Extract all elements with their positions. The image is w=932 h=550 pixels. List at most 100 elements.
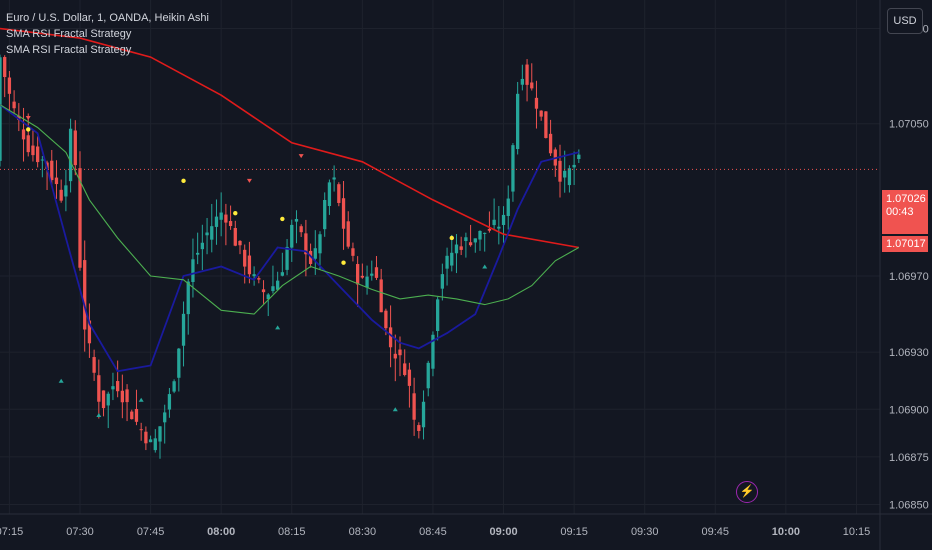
signal-markers <box>25 116 488 418</box>
price-tick-label: 1.06900 <box>889 404 929 416</box>
candle-body <box>365 276 369 288</box>
candle-body <box>130 411 134 420</box>
candle-body <box>148 439 153 443</box>
candle-body <box>26 135 30 153</box>
candle-body <box>59 189 63 201</box>
candle-body <box>177 348 181 378</box>
time-tick-label: 10:15 <box>843 526 871 538</box>
time-tick-label: 10:00 <box>772 526 800 538</box>
grid <box>0 0 880 514</box>
candle-body <box>450 252 454 266</box>
time-tick-label: 09:00 <box>489 526 517 538</box>
candle-body <box>459 246 463 250</box>
price-tick-label: 1.06930 <box>889 347 929 359</box>
currency-button[interactable]: USD <box>887 8 923 34</box>
candle-body <box>539 110 543 117</box>
candle-body <box>534 97 539 109</box>
candle-body <box>243 249 247 267</box>
candle-body <box>487 228 492 231</box>
candle-body <box>520 78 524 85</box>
candle-body <box>12 101 16 109</box>
candle-body <box>111 386 115 390</box>
candle-body <box>516 93 520 150</box>
price-tick-label: 1.06970 <box>889 271 929 283</box>
candle-body <box>464 237 468 241</box>
candle-body <box>370 273 374 276</box>
candle-body <box>106 393 110 406</box>
signal-up-marker <box>392 407 398 412</box>
candle-body <box>577 154 581 159</box>
candle-body <box>294 218 299 222</box>
candle-body <box>327 182 332 207</box>
candle-body <box>50 160 54 181</box>
fractal-up-dot <box>26 127 31 132</box>
bar-countdown: 00:43 <box>886 206 914 218</box>
time-axis[interactable]: 07:15 07:30 07:45 08:00 08:15 08:30 08:45 09:00… <box>0 526 870 538</box>
candle-body <box>233 228 237 246</box>
candle-body <box>440 274 444 289</box>
candle-body <box>323 199 327 230</box>
time-tick-label: 09:15 <box>560 526 588 538</box>
candle-body <box>125 389 129 403</box>
candle-body <box>530 82 534 89</box>
candle-body <box>356 264 360 285</box>
candle-body <box>196 252 200 255</box>
time-tick-label: 09:30 <box>631 526 659 538</box>
candle-body <box>393 353 397 359</box>
fractal-up-dot <box>449 235 454 241</box>
candle-body <box>403 363 407 375</box>
fractal-up-dot <box>233 211 238 216</box>
candle-body <box>219 212 223 220</box>
price-tick-label: 1.07050 <box>889 119 929 131</box>
fractal-up-dot <box>280 216 285 222</box>
candle-body <box>205 232 209 236</box>
signal-up-marker <box>96 413 102 418</box>
price-tick-label: 1.06850 <box>889 499 929 511</box>
candle-body <box>228 221 233 227</box>
candle-body <box>40 159 44 161</box>
lightning-icon[interactable]: ⚡ <box>736 481 758 503</box>
candle-body <box>163 412 167 423</box>
candle-body <box>21 129 26 140</box>
time-tick-label: 08:15 <box>278 526 306 538</box>
candle-body <box>572 164 576 168</box>
candle-body <box>276 280 280 290</box>
candle-body <box>54 177 59 185</box>
candle-body <box>567 168 572 186</box>
candle-body <box>492 219 496 226</box>
candle-body <box>153 438 157 451</box>
price-axis[interactable]: 1.071001.070501.069701.069301.069001.068… <box>889 24 929 512</box>
candle-body <box>116 381 120 392</box>
candle-body <box>73 130 77 166</box>
candle-body <box>304 233 308 255</box>
candle-body <box>31 145 35 156</box>
chart-legend: Euro / U.S. Dollar, 1, OANDA, Heikin Ash… <box>6 10 209 58</box>
candle-body <box>290 224 294 248</box>
candle-body <box>78 168 82 268</box>
candle-body <box>511 145 515 192</box>
candle-body <box>501 214 506 225</box>
indicator-label-1[interactable]: SMA RSI Fractal Strategy <box>6 28 132 40</box>
candle-body <box>181 313 186 346</box>
candle-body <box>421 401 426 428</box>
candle-body <box>247 255 252 275</box>
candle-body <box>139 429 143 431</box>
fractal-down-marker <box>25 116 31 121</box>
candle-body <box>388 327 393 348</box>
candle-body <box>426 362 430 389</box>
candle-body <box>337 184 341 203</box>
candle-body <box>3 57 7 78</box>
indicator-label-2[interactable]: SMA RSI Fractal Strategy <box>6 44 132 56</box>
time-tick-label: 08:30 <box>349 526 377 538</box>
candle-body <box>97 375 101 402</box>
candle-body <box>214 216 219 227</box>
candle-body <box>144 431 148 444</box>
candle-body <box>64 185 68 197</box>
fractal-down-marker <box>246 178 252 183</box>
candle-body <box>252 274 256 277</box>
candle-body <box>379 279 383 313</box>
symbol-title[interactable]: Euro / U.S. Dollar, 1, OANDA, Heikin Ash… <box>6 12 209 24</box>
time-tick-label: 07:45 <box>137 526 165 538</box>
